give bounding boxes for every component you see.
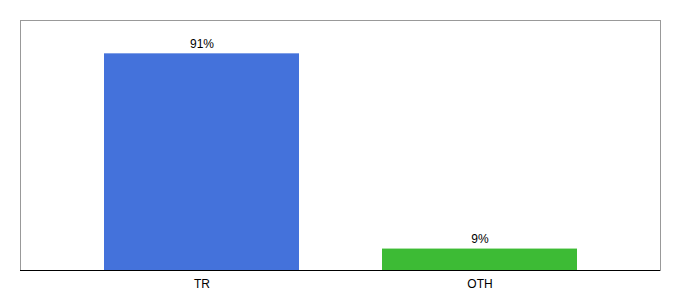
- svg-text:91%: 91%: [190, 37, 214, 51]
- svg-text:OTH: OTH: [467, 277, 492, 291]
- svg-text:TR: TR: [194, 277, 210, 291]
- svg-text:9%: 9%: [471, 232, 489, 246]
